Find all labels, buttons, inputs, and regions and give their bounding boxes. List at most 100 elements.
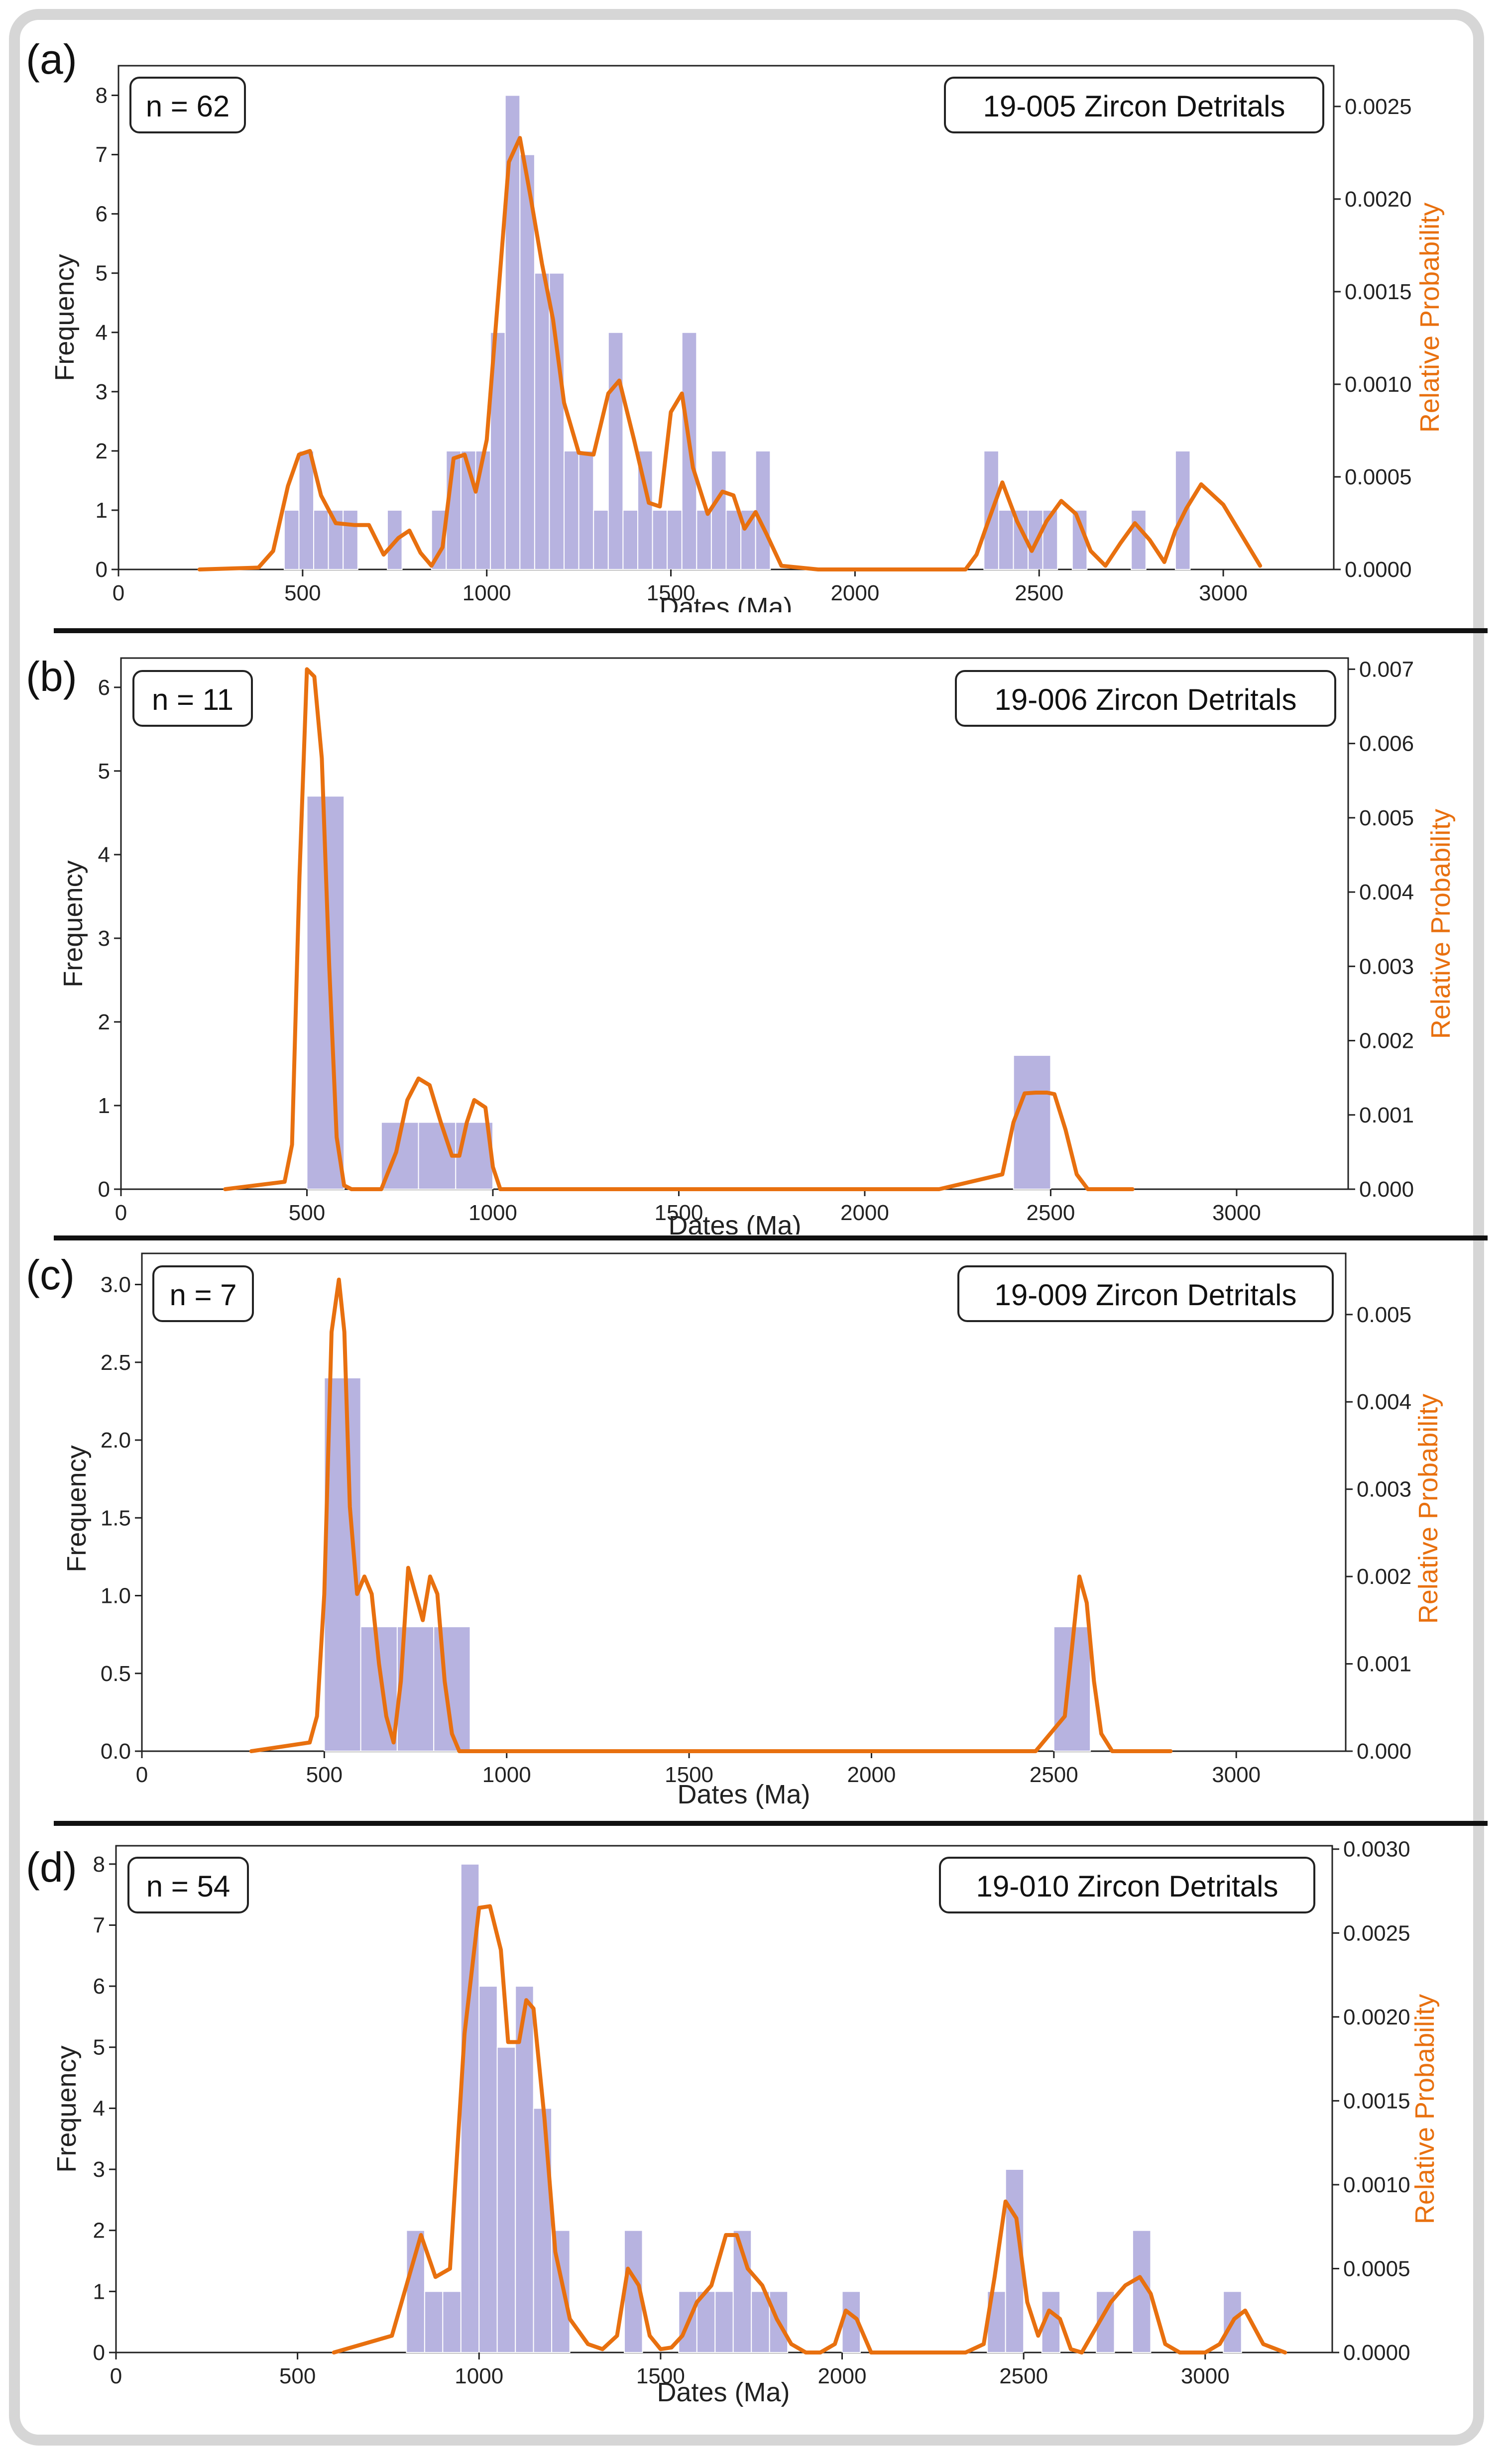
- x-tick-label: 500: [289, 1201, 325, 1225]
- title-box: 19-009 Zircon Detritals: [957, 1265, 1334, 1322]
- x-tick-label: 2000: [840, 1201, 889, 1225]
- panel-separator: [54, 1235, 1488, 1240]
- histogram-bar: [298, 450, 315, 570]
- y-right-tick-label: 0.0025: [1343, 1921, 1410, 1945]
- histogram-bar: [1013, 1055, 1051, 1190]
- histogram-bar: [652, 509, 668, 570]
- x-tick-label: 2000: [818, 2364, 867, 2388]
- y-right-tick-label: 0.0005: [1343, 2256, 1410, 2281]
- y-tick-label: 0.0: [101, 1739, 131, 1764]
- y-tick-label: 1.5: [101, 1506, 131, 1530]
- y-tick-label: 6: [93, 1974, 105, 1999]
- y-tick-label: 3: [96, 380, 108, 404]
- histogram-bar: [478, 1986, 498, 2353]
- y-right-axis-label: Relative Probability: [1410, 1994, 1440, 2224]
- y-right-tick-label: 0.000: [1359, 1177, 1414, 1202]
- histogram-bar: [998, 509, 1014, 570]
- y-tick-label: 4: [98, 843, 110, 867]
- chart-title: 19-006 Zircon Detritals: [995, 683, 1297, 716]
- x-tick-label: 3000: [1212, 1201, 1261, 1225]
- n-label: n = 54: [146, 1870, 231, 1903]
- x-tick-label: 1000: [468, 1201, 517, 1225]
- figure-frame: [9, 9, 1484, 2446]
- histogram-bar: [622, 509, 639, 570]
- y-right-tick-label: 0.005: [1357, 1303, 1411, 1327]
- x-axis-label: Dates (Ma): [657, 2377, 790, 2407]
- chart-title: 19-009 Zircon Detritals: [995, 1278, 1297, 1312]
- y-right-tick-label: 0.0010: [1343, 2173, 1410, 2197]
- histogram-bar: [667, 509, 683, 570]
- y-right-axis-label: Relative Probability: [1415, 203, 1445, 433]
- y-tick-label: 3.0: [101, 1273, 131, 1297]
- histogram-bar: [593, 509, 609, 570]
- kde-curve: [332, 1904, 1287, 2354]
- y-tick-label: 0.5: [101, 1662, 131, 1686]
- y-right-tick-label: 0.0025: [1345, 95, 1412, 119]
- histogram-bar: [1174, 450, 1191, 570]
- histogram-bar: [533, 2108, 553, 2353]
- y-right-tick-label: 0.0015: [1345, 280, 1412, 304]
- y-right-tick-label: 0.002: [1357, 1565, 1411, 1589]
- x-tick-label: 2000: [847, 1763, 896, 1787]
- histogram-bar: [534, 272, 550, 570]
- y-tick-label: 5: [93, 2035, 105, 2060]
- n-label: n = 7: [169, 1278, 236, 1312]
- y-tick-label: 2: [96, 439, 108, 463]
- y-tick-label: 7: [93, 1913, 105, 1937]
- y-right-tick-label: 0.0000: [1343, 2341, 1410, 2365]
- histogram-bar: [725, 509, 742, 570]
- y-tick-label: 1.0: [101, 1584, 131, 1608]
- histogram-bar: [578, 450, 594, 570]
- y-right-tick-label: 0.001: [1359, 1103, 1414, 1127]
- histogram-bar: [607, 332, 624, 570]
- histogram-bar: [564, 450, 580, 570]
- y-right-tick-label: 0.0015: [1343, 2089, 1410, 2113]
- chart-b: (b) 0 500 1000 1500 2000 2500 3000 0 1 2 3 4 5 6 0.000…: [26, 653, 1456, 1240]
- title-box: 19-010 Zircon Detritals: [939, 1857, 1315, 1913]
- y-right-tick-label: 0.004: [1359, 880, 1414, 904]
- panel-label: (c): [26, 1251, 75, 1298]
- panel-c: (c) 0 500 1000 1500 2000 2500 3000 0.0 0.5 1.0 1.5…: [0, 1239, 1508, 1832]
- x-tick-label: 2500: [1026, 1201, 1075, 1225]
- y-axis-label: Frequency: [52, 2045, 82, 2172]
- n-label: n = 62: [146, 90, 230, 123]
- y-right-tick-label: 0.0030: [1343, 1837, 1410, 1862]
- x-tick-label: 2000: [830, 581, 879, 605]
- x-tick-label: 3000: [1199, 581, 1248, 605]
- histogram-bar: [515, 1986, 534, 2353]
- x-axis-label: Dates (Ma): [668, 1211, 801, 1234]
- x-tick-label: 1500: [636, 2364, 685, 2388]
- kde-curve: [223, 667, 1135, 1191]
- y-tick-label: 1: [93, 2279, 105, 2304]
- y-tick-label: 3: [98, 926, 110, 951]
- x-tick-label: 0: [110, 2364, 122, 2388]
- y-right-tick-label: 0.0010: [1345, 372, 1412, 397]
- x-axis-label: Dates (Ma): [659, 592, 792, 612]
- plot-area: [141, 1252, 1347, 1752]
- x-tick-label: 1500: [665, 1763, 713, 1787]
- x-tick-label: 500: [279, 2364, 316, 2388]
- x-tick-label: 2500: [1030, 1763, 1078, 1787]
- y-right-tick-label: 0.006: [1359, 732, 1414, 756]
- kde-curve: [197, 136, 1263, 571]
- x-tick-label: 3000: [1212, 1763, 1261, 1787]
- y-tick-label: 2: [93, 2219, 105, 2243]
- chart-title: 19-005 Zircon Detritals: [983, 90, 1285, 123]
- y-tick-label: 5: [98, 759, 110, 784]
- histogram-bar: [751, 2291, 770, 2353]
- y-tick-label: 0: [98, 1177, 110, 1202]
- panel-a: (a) 0 500 1000 1500 2000 2500 3000 0 1 2 3 4 5 6 7 8 0.0…: [0, 20, 1508, 622]
- histogram-bar: [755, 450, 771, 570]
- histogram-bar: [442, 2291, 462, 2353]
- panel-label: (d): [26, 1844, 77, 1891]
- panel-separator: [54, 628, 1488, 633]
- histogram-bar: [696, 509, 712, 570]
- y-tick-label: 7: [96, 143, 108, 167]
- y-tick-label: 5: [96, 261, 108, 286]
- title-box: 19-006 Zircon Detritals: [955, 670, 1336, 727]
- x-tick-label: 2500: [1015, 581, 1063, 605]
- y-right-axis-label: Relative Probability: [1413, 1394, 1443, 1624]
- histogram-bar: [681, 332, 697, 570]
- histogram-bar: [714, 2291, 734, 2353]
- x-tick-label: 0: [115, 1201, 127, 1225]
